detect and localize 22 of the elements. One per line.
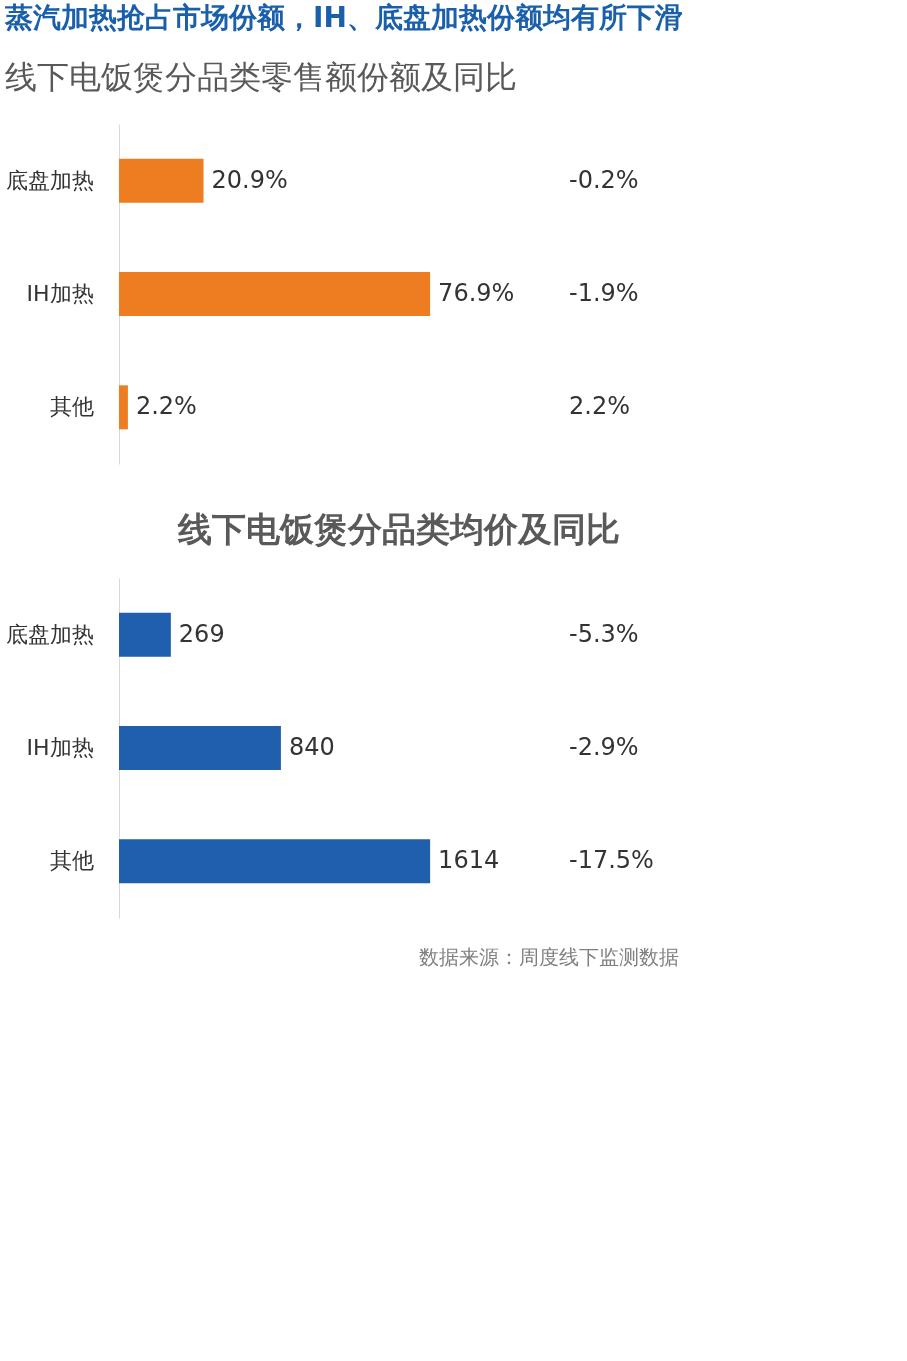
text: -0.2% — [569, 165, 639, 194]
y-tick-label: IH加热 — [26, 281, 94, 306]
y-tick-label: 底盘加热 — [5, 167, 94, 193]
data-label: 20.9% — [211, 165, 288, 194]
data-label: 1614 — [438, 846, 500, 875]
data-label: 76.9% — [438, 279, 515, 307]
text: -17.5% — [569, 846, 654, 875]
chart-title: 蒸汽加热抢占市场份额，IH、底盘加热份额均有所下滑 — [4, 1, 683, 34]
text: -5.3% — [569, 619, 639, 648]
chart-title: 线下电饭煲分品类均价及同比 — [177, 509, 620, 549]
data-label: 840 — [288, 733, 335, 761]
y-tick-label: 其他 — [49, 394, 94, 420]
chart-subtitle: 线下电饭煲分品类零售额份额及同比 — [5, 58, 517, 96]
text: 2.2% — [569, 392, 630, 421]
source-note: 数据来源：周度线下监测数据 — [419, 945, 679, 969]
data-label: 2.2% — [135, 392, 197, 421]
y-tick-label: 其他 — [49, 848, 94, 874]
y-tick-label: IH加热 — [26, 735, 94, 760]
text: -2.9% — [569, 733, 639, 761]
data-label: 269 — [178, 619, 225, 648]
y-tick-label: 底盘加热 — [5, 621, 94, 647]
text: -1.9% — [569, 279, 639, 307]
